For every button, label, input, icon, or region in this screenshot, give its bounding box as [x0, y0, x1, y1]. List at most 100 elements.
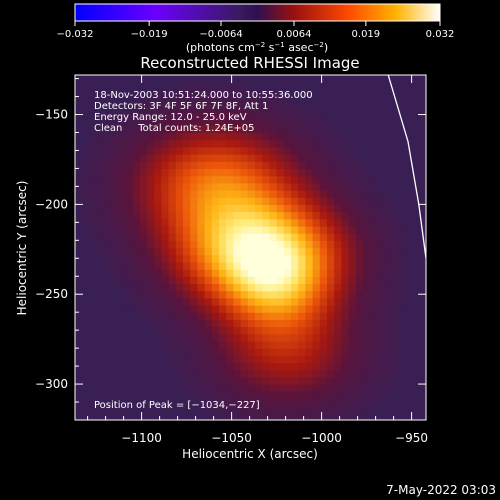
heatmap-cell — [168, 175, 177, 184]
heatmap-cell — [154, 218, 162, 227]
heatmap-cell — [255, 355, 263, 364]
heatmap-cell — [175, 204, 184, 213]
heatmap-cell — [298, 398, 306, 407]
heatmap-cell — [247, 254, 256, 263]
heatmap-cell — [334, 290, 342, 299]
heatmap-cell — [125, 283, 134, 292]
heatmap-cell — [103, 175, 112, 184]
heatmap-cell — [276, 190, 285, 198]
heatmap-cell — [348, 340, 357, 349]
heatmap-cell — [147, 283, 155, 292]
heatmap-cell — [103, 261, 112, 270]
heatmap-cell — [247, 146, 256, 155]
heatmap-cell — [291, 125, 299, 134]
heatmap-cell — [283, 333, 292, 342]
heatmap-cell — [240, 168, 249, 177]
heatmap-cell — [305, 312, 314, 320]
heatmap-cell — [132, 305, 141, 313]
heatmap-cell — [118, 146, 126, 155]
heatmap-cell — [190, 139, 198, 148]
annotation-detectors: Detectors: 3F 4F 5F 6F 7F 8F, Att 1 — [94, 101, 268, 112]
heatmap-cell — [298, 154, 306, 162]
heatmap-cell — [233, 197, 242, 205]
heatmap-cell — [283, 103, 292, 112]
heatmap-cell — [305, 412, 314, 420]
heatmap-cell — [233, 290, 242, 299]
heatmap-cell — [363, 369, 371, 378]
heatmap-cell — [190, 333, 198, 342]
heatmap-cell — [312, 110, 321, 119]
heatmap-cell — [341, 146, 350, 155]
heatmap-cell — [211, 96, 220, 105]
heatmap-cell — [154, 110, 162, 119]
heatmap-cell — [283, 146, 292, 155]
heatmap-cell — [154, 175, 162, 184]
heatmap-cell — [197, 290, 206, 299]
heatmap-cell — [298, 139, 306, 148]
heatmap-cell — [327, 190, 335, 198]
heatmap-cell — [190, 190, 198, 198]
heatmap-cell — [291, 204, 299, 213]
heatmap-cell — [240, 146, 249, 155]
heatmap-cell — [147, 146, 155, 155]
heatmap-cell — [204, 290, 213, 299]
heatmap-cell — [247, 225, 256, 234]
heatmap-cell — [355, 362, 364, 371]
heatmap-cell — [111, 161, 119, 170]
heatmap-cell — [247, 132, 256, 141]
heatmap-cell — [226, 384, 234, 392]
heatmap-cell — [240, 103, 249, 112]
heatmap-cell — [183, 247, 191, 256]
heatmap-cell — [370, 398, 378, 407]
heatmap-cell — [298, 283, 306, 292]
heatmap-cell — [255, 348, 263, 356]
heatmap-cell — [262, 283, 270, 292]
heatmap-cell — [233, 348, 242, 356]
heatmap-cell — [247, 218, 256, 227]
heatmap-cell — [168, 340, 177, 349]
heatmap-cell — [255, 362, 263, 371]
heatmap-cell — [276, 290, 285, 299]
heatmap-cell — [197, 254, 206, 263]
heatmap-cell — [111, 132, 119, 141]
heatmap-cell — [118, 139, 126, 148]
heatmap-cell — [233, 326, 242, 335]
heatmap-cell — [363, 391, 371, 400]
heatmap-cell — [355, 161, 364, 170]
heatmap-cell — [276, 391, 285, 400]
heatmap-cell — [132, 276, 141, 285]
heatmap-cell — [327, 175, 335, 184]
heatmap-cell — [139, 218, 148, 227]
heatmap-cell — [211, 261, 220, 270]
heatmap-cell — [211, 168, 220, 177]
heatmap-cell — [276, 175, 285, 184]
chart-title: Reconstructed RHESSI Image — [140, 54, 359, 72]
heatmap-cell — [197, 233, 206, 241]
heatmap-cell — [312, 247, 321, 256]
heatmap-cell — [255, 146, 263, 155]
heatmap-cell — [240, 312, 249, 320]
heatmap-cell — [334, 190, 342, 198]
heatmap-cell — [190, 312, 198, 320]
heatmap-cell — [377, 269, 386, 277]
heatmap-cell — [161, 225, 170, 234]
heatmap-cell — [125, 132, 134, 141]
heatmap-cell — [219, 283, 227, 292]
heatmap-cell — [197, 190, 206, 198]
heatmap-cell — [233, 376, 242, 385]
heatmap-cell — [219, 369, 227, 378]
heatmap-cell — [348, 405, 357, 414]
annotation-clean-counts: Clean Total counts: 1.24E+05 — [94, 123, 254, 134]
heatmap-cell — [377, 305, 386, 313]
heatmap-cell — [291, 276, 299, 285]
heatmap-cell — [233, 355, 242, 364]
heatmap-cell — [175, 225, 184, 234]
heatmap-cell — [219, 132, 227, 141]
heatmap-cell — [355, 405, 364, 414]
heatmap-cell — [132, 154, 141, 162]
heatmap-cell — [197, 182, 206, 191]
heatmap-cell — [82, 197, 90, 205]
heatmap-cell — [384, 204, 393, 213]
heatmap-cell — [377, 276, 386, 285]
heatmap-cell — [240, 348, 249, 356]
